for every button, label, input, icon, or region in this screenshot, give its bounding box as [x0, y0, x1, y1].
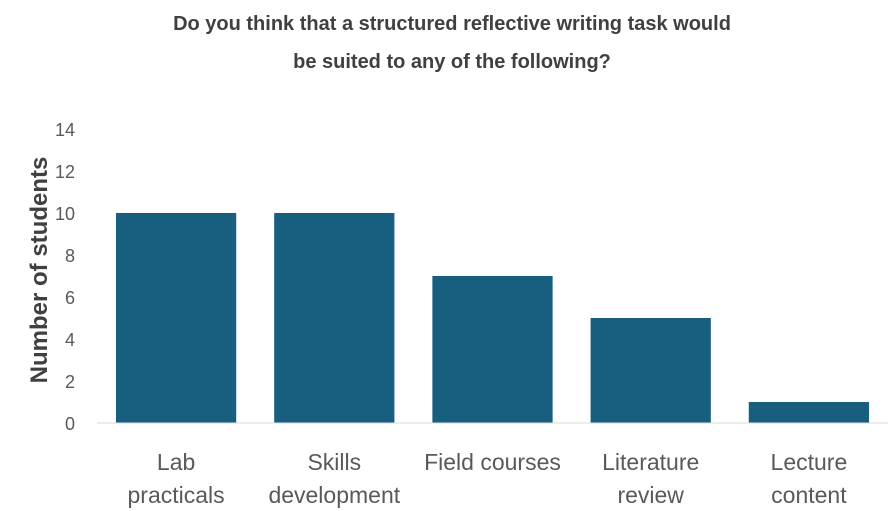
bar [590, 318, 711, 423]
x-tick-label: Lab [157, 449, 195, 475]
bar [115, 213, 237, 423]
y-axis-ticks: 0 2 4 6 8 10 12 14 [55, 120, 75, 434]
y-tick-label: 6 [65, 288, 75, 308]
x-tick-label: development [268, 482, 400, 508]
y-tick-label: 14 [55, 120, 75, 140]
y-tick-label: 8 [65, 246, 75, 266]
bar [748, 402, 870, 423]
x-tick-label: content [771, 482, 847, 508]
y-tick-label: 10 [55, 204, 75, 224]
x-tick-label: review [617, 482, 684, 508]
chart-title-line-2: be suited to any of the following? [293, 51, 611, 73]
bar [432, 276, 553, 423]
chart-title-line-1: Do you think that a structured reflectiv… [173, 13, 731, 35]
x-tick-label: practicals [128, 482, 225, 508]
bars [115, 213, 870, 423]
bar [274, 213, 395, 423]
y-tick-label: 12 [55, 162, 75, 182]
x-axis-labels: Lab practicals Skills development Field cour… [128, 449, 848, 508]
y-tick-label: 2 [65, 372, 75, 392]
y-tick-label: 4 [65, 330, 75, 350]
x-tick-label: Skills [307, 449, 361, 475]
x-tick-label: Lecture [771, 449, 848, 475]
y-tick-label: 0 [65, 414, 75, 434]
y-axis-label: Number of students [26, 157, 53, 384]
x-tick-label: Field courses [424, 449, 561, 475]
x-tick-label: Literature [602, 449, 699, 475]
